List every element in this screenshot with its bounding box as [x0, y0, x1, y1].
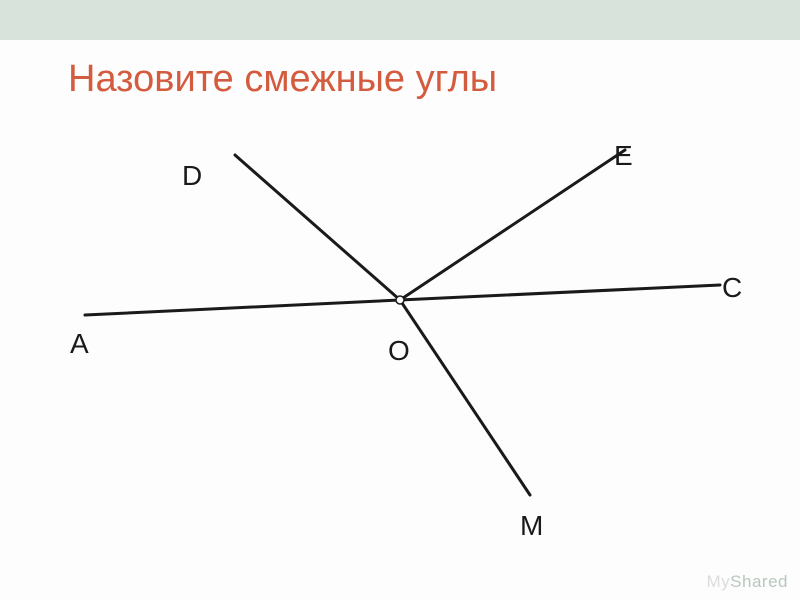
ray-M	[400, 300, 530, 495]
point-label-O: O	[388, 335, 410, 367]
ray-D	[235, 155, 400, 300]
watermark: MyShared	[707, 572, 789, 592]
ray-A	[85, 300, 400, 315]
point-label-M: M	[520, 510, 543, 542]
point-label-D: D	[182, 160, 202, 192]
point-label-C: C	[722, 272, 742, 304]
ray-E	[400, 150, 625, 300]
center-point-marker	[396, 296, 404, 304]
point-label-A: A	[70, 328, 89, 360]
angle-diagram	[0, 0, 800, 600]
ray-C	[400, 285, 720, 300]
point-label-E: E	[614, 140, 633, 172]
